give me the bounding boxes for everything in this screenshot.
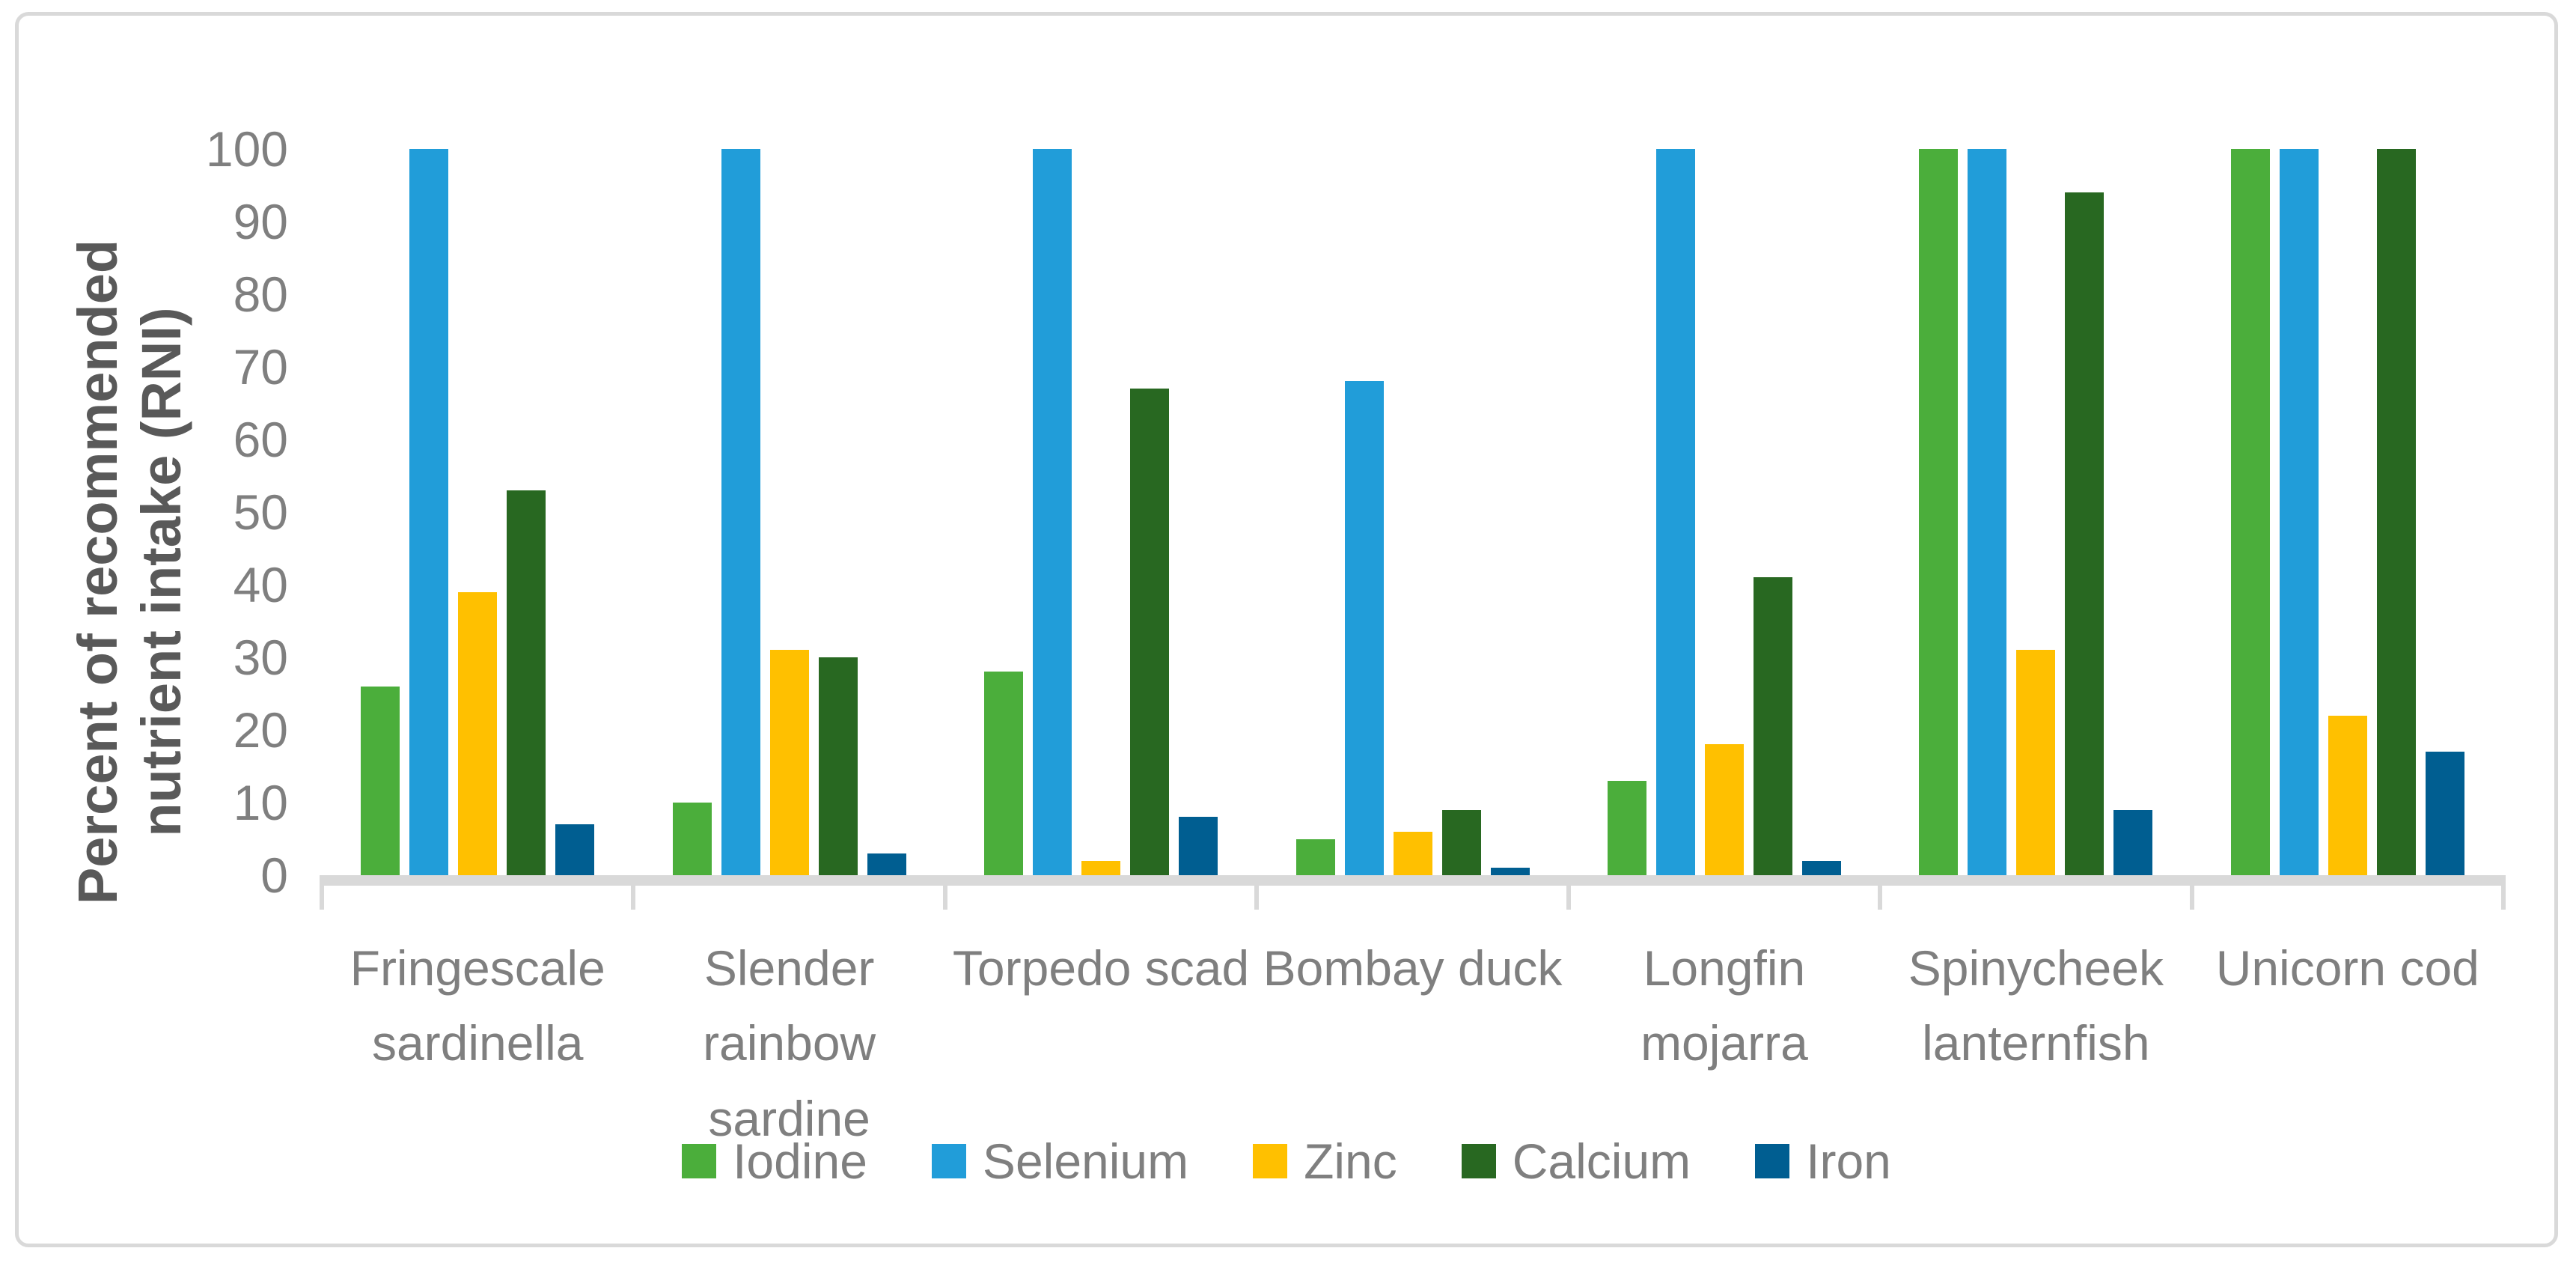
chart-frame: Percent of recommended nutrient intake (… (15, 12, 2558, 1247)
bar-iodine-bombay-duck (1295, 839, 1335, 875)
bar-iodine-fringescale-sardinella (361, 686, 400, 875)
bar-calcium-longfin-mojarra (1753, 577, 1792, 875)
x-category-label-bombay-duck: Bombay duck (1263, 940, 1563, 996)
y-tick-label: 100 (205, 121, 288, 177)
bar-calcium-slender-rainbow-sardine (818, 657, 858, 875)
bar-iodine-unicorn-cod (2230, 149, 2270, 875)
x-category-label-longfin-mojarra: Longfin mojarra (1640, 940, 1808, 1071)
x-axis-tick (2189, 875, 2194, 910)
bar-iron-torpedo-scad (1179, 817, 1218, 875)
bar-iron-spinycheek-lanternfish (2113, 809, 2153, 875)
bar-calcium-bombay-duck (1441, 809, 1481, 875)
bar-calcium-spinycheek-lanternfish (2065, 192, 2105, 875)
bar-iron-unicorn-cod (2425, 752, 2464, 875)
bar-iodine-torpedo-scad (984, 672, 1024, 875)
y-tick-label: 90 (233, 194, 288, 249)
legend-label: Calcium (1512, 1133, 1691, 1189)
bar-zinc-unicorn-cod (2328, 715, 2367, 875)
bar-zinc-torpedo-scad (1081, 860, 1121, 875)
bar-calcium-unicorn-cod (2376, 149, 2416, 875)
bar-selenium-bombay-duck (1344, 381, 1384, 875)
x-axis-tick (1566, 875, 1571, 910)
legend-item-iron: Iron (1755, 1133, 1891, 1190)
y-tick-label: 60 (233, 412, 288, 467)
legend-item-zinc: Zinc (1253, 1133, 1397, 1190)
x-category-label-spinycheek-lanternfish: Spinycheek lanternfish (1908, 940, 2164, 1071)
x-category-label-torpedo-scad: Torpedo scad (952, 940, 1250, 996)
x-axis-tick (631, 875, 636, 910)
x-axis-tick (1254, 875, 1260, 910)
y-tick-label: 10 (233, 775, 288, 830)
legend-swatch-calcium (1461, 1144, 1496, 1178)
legend: Iodine Selenium Zinc Calcium Iron (19, 1133, 2554, 1190)
legend-item-calcium: Calcium (1461, 1133, 1691, 1190)
bar-selenium-unicorn-cod (2279, 149, 2319, 875)
legend-swatch-iodine (682, 1144, 717, 1178)
x-category-label-fringescale-sardinella: Fringescale sardinella (350, 940, 605, 1071)
legend-swatch-iron (1755, 1144, 1790, 1178)
bar-zinc-spinycheek-lanternfish (2016, 650, 2056, 875)
x-category-label-slender-rainbow-sardine: Slender rainbow sardine (703, 940, 876, 1146)
legend-label: Iodine (733, 1133, 867, 1189)
bar-calcium-torpedo-scad (1130, 389, 1170, 875)
y-tick-label: 20 (233, 702, 288, 758)
y-tick-label: 50 (233, 484, 288, 540)
bar-calcium-fringescale-sardinella (507, 490, 546, 875)
bar-zinc-bombay-duck (1393, 831, 1432, 875)
bar-iodine-spinycheek-lanternfish (1919, 149, 1959, 875)
x-axis-tick (1878, 875, 1883, 910)
y-tick-label: 0 (260, 847, 288, 903)
x-axis-line (320, 875, 2506, 886)
bar-selenium-longfin-mojarra (1655, 149, 1695, 875)
y-tick-label: 40 (233, 557, 288, 612)
x-axis-tick (2501, 875, 2506, 910)
legend-label: Zinc (1304, 1133, 1397, 1189)
x-category-label-unicorn-cod: Unicorn cod (2215, 940, 2479, 996)
bar-zinc-fringescale-sardinella (458, 591, 498, 875)
bar-iron-bombay-duck (1490, 868, 1530, 875)
legend-item-selenium: Selenium (931, 1133, 1189, 1190)
legend-swatch-selenium (931, 1144, 966, 1178)
bar-selenium-fringescale-sardinella (409, 149, 449, 875)
bar-selenium-slender-rainbow-sardine (721, 149, 760, 875)
bar-iodine-slender-rainbow-sardine (672, 803, 712, 875)
legend-swatch-zinc (1253, 1144, 1288, 1178)
bar-iron-slender-rainbow-sardine (867, 853, 906, 875)
legend-item-iodine: Iodine (682, 1133, 867, 1190)
legend-label: Selenium (982, 1133, 1189, 1189)
y-tick-label: 80 (233, 267, 288, 322)
bar-iron-longfin-mojarra (1801, 860, 1841, 875)
bar-zinc-slender-rainbow-sardine (769, 650, 809, 875)
x-axis-tick (320, 875, 324, 910)
bar-iron-fringescale-sardinella (555, 824, 595, 875)
bar-iodine-longfin-mojarra (1607, 780, 1646, 875)
x-axis-tick (942, 875, 947, 910)
y-tick-label: 30 (233, 630, 288, 685)
bar-zinc-longfin-mojarra (1704, 744, 1744, 875)
bar-selenium-torpedo-scad (1033, 149, 1072, 875)
legend-label: Iron (1806, 1133, 1891, 1189)
bar-selenium-spinycheek-lanternfish (1968, 149, 2007, 875)
y-tick-label: 70 (233, 339, 288, 395)
